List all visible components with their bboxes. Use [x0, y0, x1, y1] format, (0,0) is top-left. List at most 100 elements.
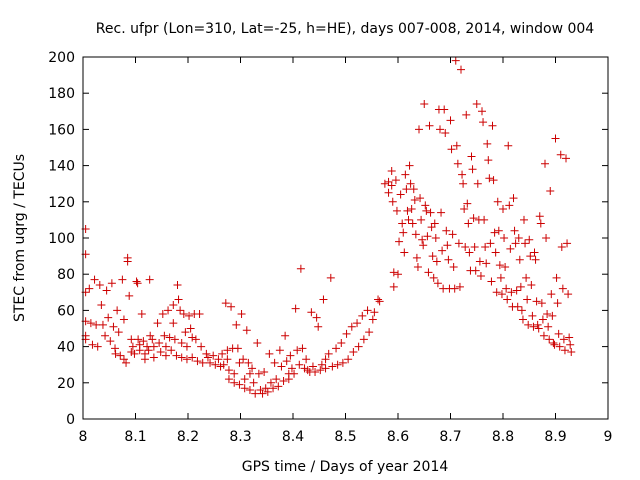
data-point — [274, 382, 283, 391]
data-point — [164, 306, 173, 315]
data-point — [206, 358, 215, 367]
data-point — [507, 288, 516, 297]
data-point — [446, 116, 455, 125]
data-point — [492, 288, 501, 297]
data-point — [125, 291, 134, 300]
data-point — [86, 319, 95, 328]
data-point — [500, 234, 509, 242]
data-point — [182, 355, 191, 364]
data-point — [501, 262, 510, 271]
data-point — [560, 346, 569, 355]
data-point — [260, 367, 269, 376]
data-point — [161, 342, 170, 351]
data-point — [544, 322, 553, 331]
data-point — [90, 275, 99, 284]
data-point — [531, 255, 540, 264]
y-tick-label: 40 — [57, 340, 75, 356]
data-point — [556, 150, 565, 159]
data-point — [543, 310, 552, 319]
data-point — [481, 243, 490, 252]
data-point — [438, 246, 447, 255]
data-point — [237, 310, 246, 319]
data-point — [359, 335, 368, 344]
x-tick-label: 9 — [604, 429, 613, 445]
data-point — [421, 201, 430, 210]
data-point — [478, 107, 486, 116]
data-point — [123, 257, 132, 266]
data-point — [546, 186, 555, 195]
data-point — [545, 335, 554, 344]
data-point — [541, 159, 549, 168]
data-point — [97, 300, 106, 309]
data-point — [145, 275, 154, 284]
data-point — [286, 351, 295, 360]
data-point — [182, 342, 191, 351]
data-point — [506, 244, 515, 253]
data-point — [464, 219, 473, 228]
data-point — [307, 308, 316, 317]
y-axis-label: STEC from uqrg / TECUs — [12, 154, 28, 322]
data-point — [326, 273, 335, 282]
data-point — [424, 268, 433, 277]
data-point — [281, 331, 290, 340]
data-point — [489, 176, 498, 185]
data-point — [245, 386, 254, 395]
data-point — [547, 290, 556, 299]
data-point — [240, 375, 249, 384]
data-point — [284, 375, 293, 384]
data-point — [534, 324, 543, 333]
data-point — [224, 366, 233, 375]
y-tick-label: 200 — [48, 50, 75, 66]
data-point — [532, 297, 541, 306]
data-point — [549, 338, 558, 347]
data-point — [92, 320, 101, 329]
data-point — [518, 315, 527, 324]
data-point — [441, 129, 450, 138]
y-tick-label: 0 — [66, 412, 75, 428]
data-point — [160, 331, 169, 340]
data-point — [558, 284, 567, 293]
data-point — [158, 310, 167, 319]
data-point — [279, 376, 288, 385]
data-point — [270, 358, 279, 367]
data-point — [219, 360, 228, 369]
data-point — [436, 125, 444, 134]
data-point — [111, 349, 120, 358]
data-point — [95, 281, 104, 290]
data-point — [557, 243, 566, 252]
data-point — [146, 331, 155, 340]
chart-title: Rec. ufpr (Lon=310, Lat=-25, h=HE), days… — [96, 21, 595, 37]
data-point — [167, 346, 176, 355]
data-point — [450, 284, 459, 293]
data-point — [358, 311, 367, 320]
data-point — [296, 264, 305, 273]
data-point — [521, 239, 530, 248]
data-point — [407, 205, 416, 214]
data-point — [185, 311, 194, 320]
data-point — [499, 205, 507, 214]
data-point — [420, 100, 429, 109]
data-point — [399, 228, 408, 237]
data-point — [401, 170, 410, 179]
data-point — [169, 300, 178, 309]
data-point — [524, 320, 533, 329]
data-point — [161, 351, 170, 360]
data-point — [290, 369, 299, 378]
data-point — [555, 342, 564, 351]
data-point — [197, 342, 206, 351]
data-point — [465, 248, 474, 257]
data-point — [233, 344, 242, 353]
data-point — [398, 219, 407, 228]
data-point — [195, 310, 204, 319]
data-point — [317, 360, 326, 369]
data-point — [530, 248, 539, 257]
data-point — [261, 384, 270, 393]
data-point — [153, 319, 162, 328]
data-point — [193, 357, 202, 366]
data-point — [417, 215, 426, 224]
data-point — [395, 237, 404, 246]
data-point — [412, 253, 421, 262]
data-point — [443, 241, 452, 250]
data-point — [559, 335, 568, 344]
data-point — [144, 346, 153, 355]
